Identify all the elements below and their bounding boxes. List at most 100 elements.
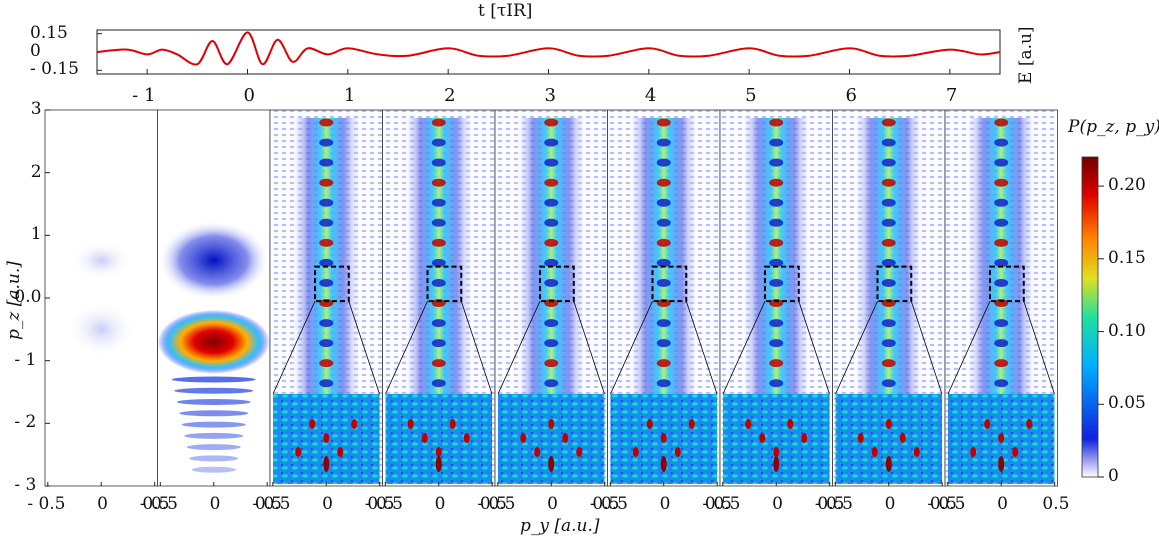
inset-peak xyxy=(787,419,794,429)
beam-node xyxy=(881,339,896,348)
beam-node xyxy=(431,278,446,287)
beam-node xyxy=(656,379,671,388)
inset-peak xyxy=(913,447,920,457)
zoom-region-box xyxy=(989,265,1025,303)
beam-node xyxy=(319,319,334,328)
zoom-region-box xyxy=(764,265,800,303)
colorbar-tick-label: 0.10 xyxy=(1108,320,1146,341)
panel-y-tick-label: 2 xyxy=(30,161,42,182)
fringe xyxy=(184,432,244,439)
colorbar-tick-label: 0.05 xyxy=(1108,393,1146,414)
zoom-region-box xyxy=(539,265,575,303)
faint-lobe xyxy=(67,301,136,358)
beam-node xyxy=(994,319,1009,328)
panel-t-6 xyxy=(719,109,833,487)
beam-node xyxy=(656,339,671,348)
fringe xyxy=(176,399,251,406)
inset-peak xyxy=(435,456,442,472)
beam-node xyxy=(656,138,671,147)
beam-node xyxy=(769,178,784,187)
beam-node xyxy=(431,198,446,207)
beam-node xyxy=(544,278,559,287)
beam-node xyxy=(319,379,334,388)
inset-peak xyxy=(745,419,752,429)
panel-x-tick-label: - 0.5 xyxy=(364,494,403,514)
inset-peak xyxy=(463,433,470,443)
beam-node xyxy=(656,158,671,167)
beam-node xyxy=(994,118,1009,127)
inset-peak xyxy=(337,447,344,457)
panel-time-label: 4 xyxy=(644,85,657,106)
inset-peak xyxy=(562,433,569,443)
field-series-line xyxy=(96,31,1001,66)
beam-node xyxy=(319,198,334,207)
inset-peak xyxy=(295,447,302,457)
beam-node xyxy=(769,339,784,348)
panel-x-tick-label: 0 xyxy=(659,494,671,514)
inset-peak xyxy=(323,433,330,443)
beam-node xyxy=(431,339,446,348)
upper-lobe xyxy=(157,220,270,301)
beam-node xyxy=(431,118,446,127)
beam-node xyxy=(319,299,334,308)
beam-node xyxy=(881,158,896,167)
panel-time-label: - 1 xyxy=(132,85,156,106)
inset-peak xyxy=(309,419,316,429)
panel-y-tick-label: 0.0 xyxy=(14,287,42,307)
panel-t-2 xyxy=(269,109,383,487)
momentum-distribution-panels xyxy=(44,109,1058,487)
beam-node xyxy=(769,218,784,227)
panel-x-tick-label: 0.5 xyxy=(479,494,507,514)
beam-node xyxy=(431,238,446,247)
beam-node xyxy=(994,178,1009,187)
panel-t-3 xyxy=(382,109,496,487)
field-y-tick-label: 0 xyxy=(30,41,41,61)
beam-node xyxy=(431,359,446,368)
fringe xyxy=(189,455,239,462)
fringe xyxy=(174,387,254,394)
inset-peak xyxy=(1026,419,1033,429)
field-y-tick-label: 0.15 xyxy=(30,22,68,43)
inset-peak xyxy=(660,433,667,443)
panel-t-5 xyxy=(607,109,721,487)
zoom-connector xyxy=(947,300,991,395)
beam-node xyxy=(656,198,671,207)
lower-lobe xyxy=(157,309,270,374)
beam-node xyxy=(319,158,334,167)
beam-node xyxy=(769,299,784,308)
beam-node xyxy=(769,138,784,147)
panel-y-tick-label: 3 xyxy=(30,99,42,119)
inset-peak xyxy=(449,419,456,429)
beam-node xyxy=(431,258,446,267)
panel-x-tick-label: 0 xyxy=(772,494,783,514)
beam-node xyxy=(769,359,784,368)
beam-node xyxy=(881,258,896,267)
beam-node xyxy=(544,138,559,147)
inset-peak xyxy=(435,447,442,457)
fringe xyxy=(191,466,236,473)
colorbar-tick-label: 0.15 xyxy=(1108,247,1146,268)
beam-node xyxy=(881,138,896,147)
panel-t-4 xyxy=(494,109,608,487)
inset-peak xyxy=(871,447,878,457)
zoom-connector xyxy=(910,301,943,395)
inset-peak xyxy=(534,447,541,457)
zoom-region-box xyxy=(651,265,688,303)
fringe xyxy=(179,410,249,417)
beam-node xyxy=(994,158,1009,167)
beam-node xyxy=(431,138,446,147)
zoom-connector xyxy=(497,300,541,395)
panel-y-tick-label: - 2 xyxy=(14,412,37,433)
beam-node xyxy=(994,238,1009,247)
beam-node xyxy=(431,178,446,187)
fringe xyxy=(171,376,256,383)
beam-node xyxy=(319,218,334,227)
electric-field-plot xyxy=(96,29,1001,75)
fringe xyxy=(186,444,241,451)
beam-node xyxy=(881,319,896,328)
beam-node xyxy=(994,299,1009,308)
panel-x-tick-label: 0.5 xyxy=(704,494,732,514)
inset-peak xyxy=(984,419,991,429)
beam-node xyxy=(769,258,784,267)
beam-node xyxy=(656,118,671,127)
